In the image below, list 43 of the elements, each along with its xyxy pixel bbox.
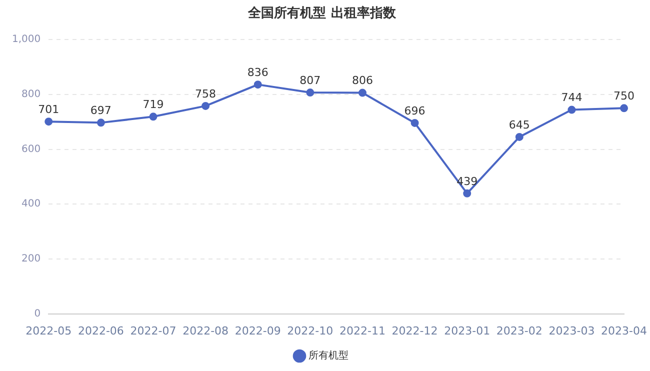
point: [306, 88, 314, 97]
data-label: 758: [195, 87, 216, 100]
chart-title: 全国所有机型 出租率指数: [247, 5, 397, 22]
data-label: 701: [38, 102, 60, 116]
x-tick-label: 2022-10: [287, 324, 334, 338]
data-label: 696: [404, 104, 426, 118]
data-label: 836: [247, 66, 268, 79]
point: [568, 106, 576, 114]
point: [96, 118, 105, 127]
point: [463, 189, 472, 198]
data-label: 697: [90, 104, 112, 118]
data-label: 807: [300, 74, 321, 87]
x-tick-label: 2023-02: [496, 324, 542, 338]
y-tick-label: 400: [22, 198, 41, 210]
y-tick-label: 0: [34, 308, 41, 320]
x-tick-label: 2022-09: [234, 324, 281, 338]
x-tick-label: 2022-07: [130, 324, 176, 338]
y-tick-label: 1,000: [12, 34, 41, 46]
legend-label: 所有机型: [308, 350, 348, 362]
point: [202, 102, 210, 110]
point: [620, 104, 628, 112]
x-tick-label: 2022-08: [182, 324, 229, 338]
point: [515, 132, 524, 141]
x-tick-label: 2022-12: [392, 324, 438, 338]
y-tick-label: 800: [22, 89, 41, 100]
data-label: 744: [561, 91, 582, 104]
x-tick-label: 2022-11: [339, 324, 386, 338]
x-tick-label: 2023-04: [601, 324, 648, 338]
point: [254, 80, 262, 89]
y-tick-label: 600: [22, 144, 41, 155]
point: [410, 118, 419, 127]
point: [149, 112, 158, 121]
y-tick-label: 200: [22, 254, 41, 265]
data-label: 719: [142, 98, 164, 112]
x-tick-label: 2022-05: [26, 324, 72, 338]
x-tick-label: 2022-06: [78, 324, 124, 338]
point: [358, 88, 366, 97]
data-label: 750: [614, 90, 635, 103]
data-label: 645: [508, 118, 530, 132]
data-label: 806: [352, 74, 373, 88]
x-tick-label: 2023-01: [444, 324, 490, 338]
point: [44, 118, 53, 126]
x-tick-label: 2023-03: [548, 324, 595, 338]
